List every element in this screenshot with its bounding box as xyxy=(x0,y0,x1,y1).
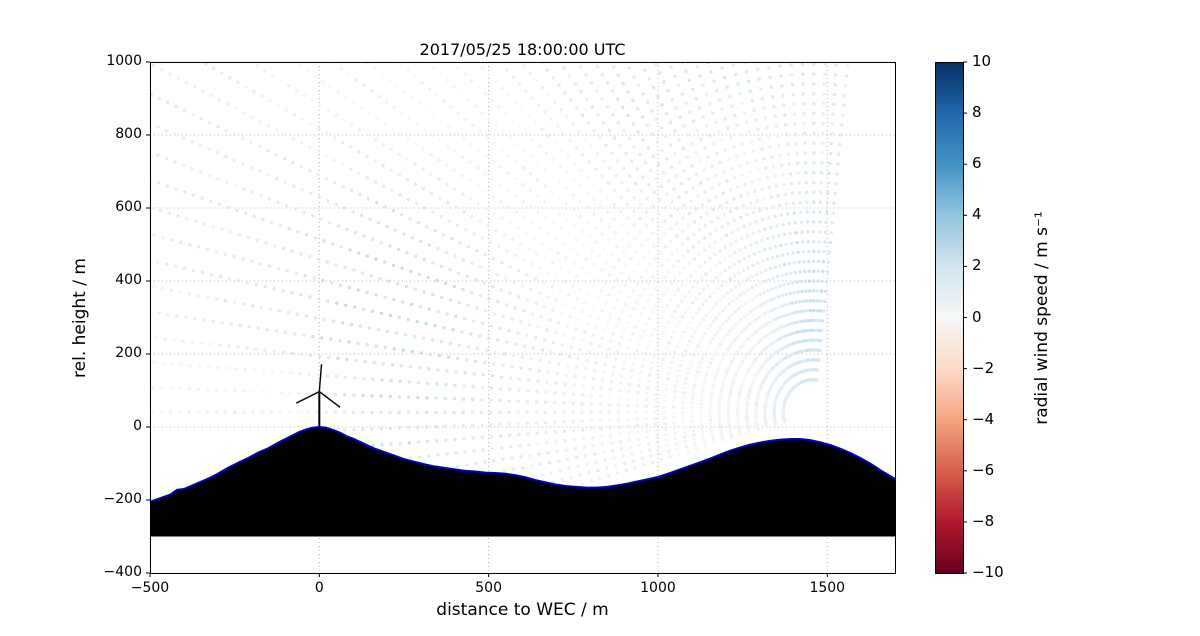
x-tick-label: 500 xyxy=(475,580,502,596)
chart-title: 2017/05/25 18:00:00 UTC xyxy=(419,40,626,59)
colorbar-tick-label: −6 xyxy=(972,460,995,479)
colorbar-tick-label: −4 xyxy=(972,409,995,428)
y-tick-label: −400 xyxy=(103,564,142,580)
colorbar-tick-label: 4 xyxy=(972,205,982,224)
x-tick-label: 1500 xyxy=(809,580,846,596)
y-tick-label: 0 xyxy=(133,418,142,434)
colorbar-tick-label: −2 xyxy=(972,358,995,377)
colorbar-tick-label: 2 xyxy=(972,256,982,275)
colorbar-label: radial wind speed / m s⁻¹ xyxy=(1032,211,1052,425)
colorbar-tick-label: 0 xyxy=(972,307,982,326)
colorbar-tick-label: −10 xyxy=(972,563,1004,581)
colorbar-tick-label: −8 xyxy=(972,511,995,530)
y-tick-label: −200 xyxy=(103,491,142,507)
x-axis-label: distance to WEC / m xyxy=(436,600,609,620)
colorbar-tick-label: 6 xyxy=(972,154,982,173)
y-tick-label: 600 xyxy=(115,199,142,215)
colorbar-tick-label: 8 xyxy=(972,103,982,122)
x-tick-label: 1000 xyxy=(640,580,676,596)
y-tick-label: 200 xyxy=(115,345,142,361)
y-tick-label: 800 xyxy=(115,126,142,142)
colorbar-tick-label: 10 xyxy=(972,52,992,70)
x-tick-label: 0 xyxy=(314,580,324,596)
x-tick-label: −500 xyxy=(130,580,170,596)
y-tick-label: 400 xyxy=(115,272,142,288)
y-tick-label: 1000 xyxy=(106,53,142,69)
